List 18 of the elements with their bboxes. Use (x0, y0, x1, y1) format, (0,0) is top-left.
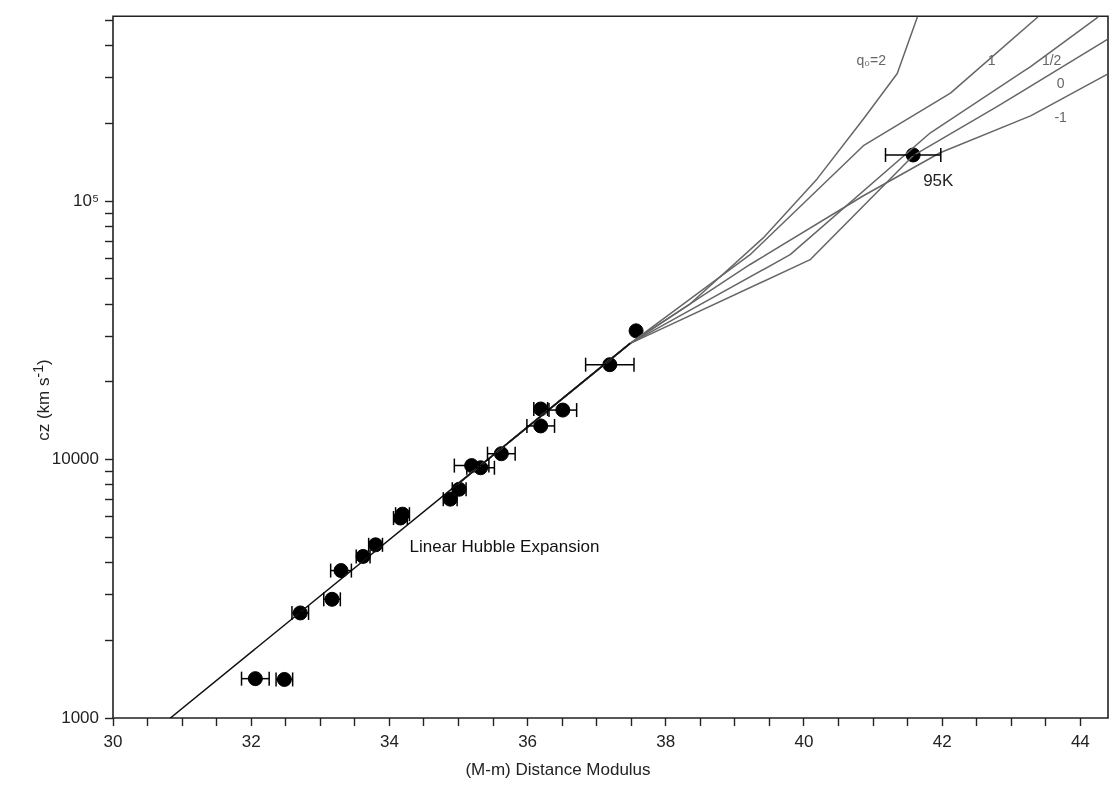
series-label: 0 (1056, 74, 1065, 91)
x-tick-label: 40 (794, 731, 814, 751)
x-tick-label: 34 (379, 731, 399, 751)
series-label: 1/2 (1041, 52, 1062, 69)
y-tick-label: 10⁵ (73, 190, 99, 210)
x-tick-label: 30 (103, 731, 123, 751)
x-axis-title: (M-m) Distance Modulus (464, 760, 652, 780)
y-tick-label: 10000 (51, 449, 99, 469)
x-tick-label: 36 (518, 731, 538, 751)
x-tick-label: 44 (1070, 731, 1090, 751)
annotation: 95K (923, 170, 955, 190)
x-tick-label: 42 (932, 731, 952, 751)
series-label: -1 (1054, 109, 1068, 126)
x-tick-label: 32 (241, 731, 261, 751)
series-label: q₀=2 (856, 52, 887, 69)
series-label: Linear Hubble Expansion (409, 537, 600, 557)
y-tick-label: 1000 (61, 707, 99, 727)
x-tick-label: 38 (656, 731, 676, 751)
